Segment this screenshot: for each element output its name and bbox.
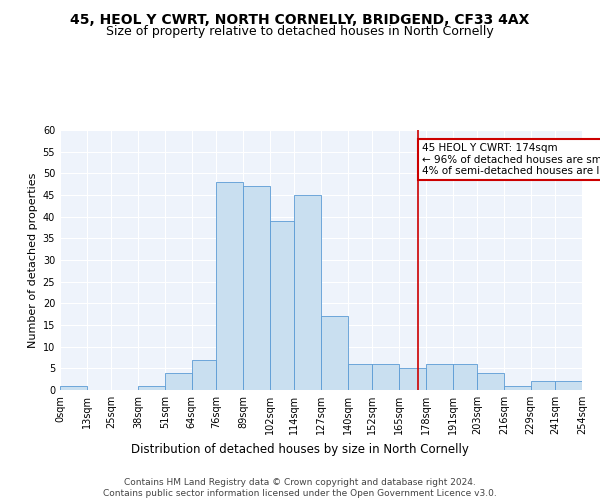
Bar [138, 386, 165, 390]
Text: Contains HM Land Registry data © Crown copyright and database right 2024.
Contai: Contains HM Land Registry data © Crown c… [103, 478, 497, 498]
Bar [216, 182, 243, 390]
Bar [269, 221, 294, 390]
Bar [555, 382, 582, 390]
Bar [373, 364, 399, 390]
Text: 45 HEOL Y CWRT: 174sqm
← 96% of detached houses are smaller (225)
4% of semi-det: 45 HEOL Y CWRT: 174sqm ← 96% of detached… [422, 143, 600, 176]
Bar [530, 382, 555, 390]
Bar [477, 372, 504, 390]
Bar [504, 386, 530, 390]
Text: Size of property relative to detached houses in North Cornelly: Size of property relative to detached ho… [106, 25, 494, 38]
Bar [452, 364, 477, 390]
Bar [165, 372, 191, 390]
Bar [294, 195, 321, 390]
Bar [348, 364, 373, 390]
Bar [243, 186, 269, 390]
Bar [191, 360, 216, 390]
Text: 45, HEOL Y CWRT, NORTH CORNELLY, BRIDGEND, CF33 4AX: 45, HEOL Y CWRT, NORTH CORNELLY, BRIDGEN… [70, 12, 530, 26]
Bar [582, 382, 600, 390]
Y-axis label: Number of detached properties: Number of detached properties [28, 172, 38, 348]
Bar [60, 386, 87, 390]
Text: Distribution of detached houses by size in North Cornelly: Distribution of detached houses by size … [131, 442, 469, 456]
Bar [399, 368, 426, 390]
Bar [321, 316, 348, 390]
Bar [426, 364, 452, 390]
